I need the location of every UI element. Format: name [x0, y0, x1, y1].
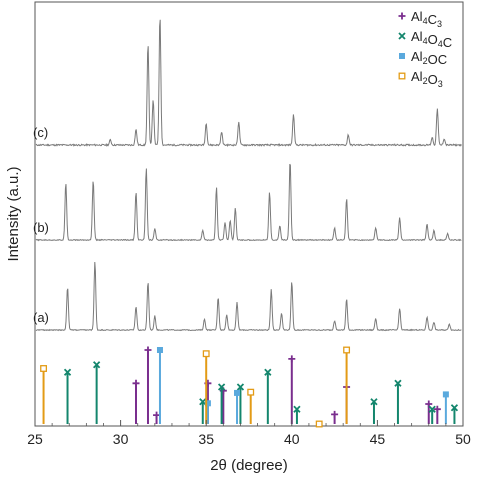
ref-marker [394, 379, 402, 387]
reference-markers [40, 346, 459, 428]
ref-marker [315, 420, 323, 428]
trace-0 [35, 19, 462, 148]
x-tick-label: 50 [455, 431, 471, 447]
trace-2 [35, 261, 462, 332]
ref-marker [343, 346, 351, 354]
trace-1 [35, 163, 462, 242]
x-tick-label: 30 [113, 431, 129, 447]
ref-marker [144, 346, 152, 354]
ref-marker [293, 405, 301, 413]
trace-label: (a) [33, 310, 49, 325]
legend-marker-al4c3 [398, 12, 406, 20]
plot-frame [34, 1, 464, 427]
x-tick-label: 25 [27, 431, 43, 447]
legend-label-al2o3: Al2O3 [411, 69, 443, 89]
legend-label-al4c3: Al4C3 [411, 9, 442, 29]
ref-marker [199, 398, 207, 406]
legend-marker-al2oc [399, 53, 405, 59]
pattern-traces: (c) (b) (a) [33, 19, 462, 332]
ref-marker [204, 400, 211, 407]
legend-label-al4o4c: Al4O4C [411, 29, 452, 50]
x-tick-label: 45 [370, 431, 386, 447]
ref-marker [331, 410, 339, 418]
trace-label: (c) [33, 125, 48, 140]
legend-marker-al2o3 [398, 72, 406, 80]
ref-marker [234, 389, 241, 396]
ref-marker [450, 404, 459, 412]
ref-marker [217, 383, 226, 391]
legend-marker-al4o4c [398, 32, 406, 40]
ref-marker [247, 388, 255, 396]
ref-marker [40, 365, 48, 372]
ref-marker [92, 361, 101, 369]
ref-marker [264, 368, 272, 376]
ref-marker [288, 355, 296, 363]
ref-marker [433, 405, 441, 413]
x-axis-label: 2θ (degree) [210, 457, 288, 474]
x-tick-label: 40 [284, 431, 300, 447]
ref-marker [132, 379, 140, 387]
legend-label-al2oc: Al2OC [411, 49, 447, 67]
ref-marker [156, 347, 163, 353]
ref-marker [202, 350, 210, 358]
ref-marker [370, 398, 378, 406]
ref-marker [63, 368, 72, 376]
y-axis-label: Intensity (a.u.) [5, 166, 22, 261]
ref-marker [425, 400, 433, 408]
x-axis: 25 30 35 40 45 50 [27, 420, 471, 447]
trace-label: (b) [33, 220, 49, 235]
ref-marker [236, 383, 245, 391]
ref-marker [428, 405, 436, 413]
ref-marker [153, 411, 161, 419]
ref-marker [442, 391, 449, 398]
x-tick-label: 35 [198, 431, 214, 447]
